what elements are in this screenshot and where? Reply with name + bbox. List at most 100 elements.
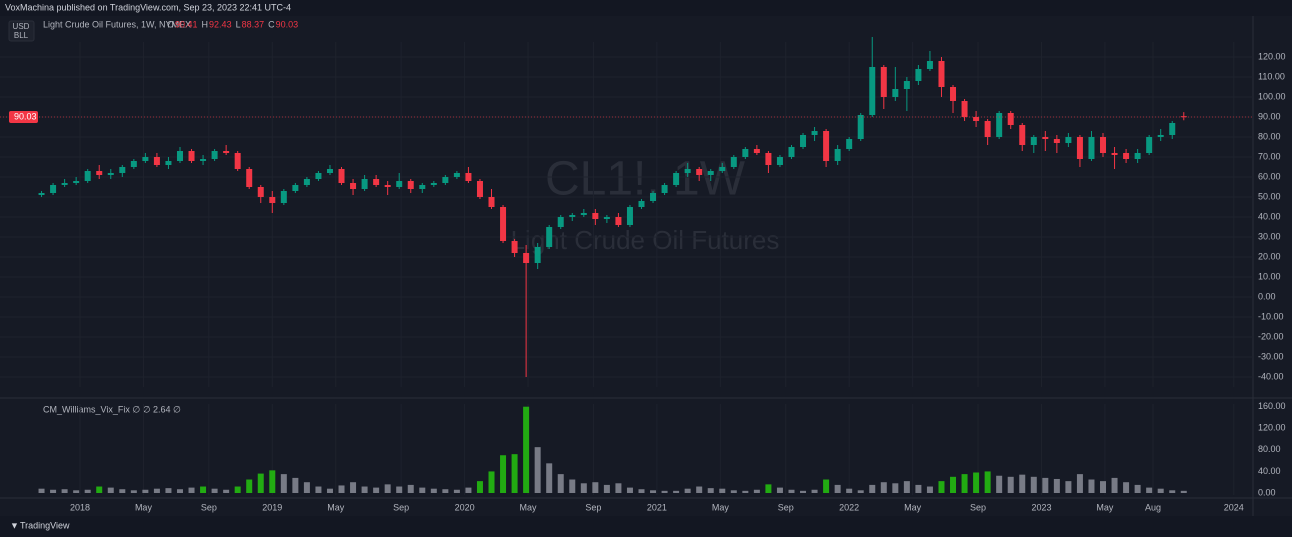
ohlc-label: O xyxy=(167,19,174,29)
indicator-bar xyxy=(119,489,126,493)
chart-panel xyxy=(0,16,1292,516)
candle-body xyxy=(523,253,530,263)
indicator-bar xyxy=(1065,481,1072,493)
x-tick-label: May xyxy=(135,502,153,512)
indicator-bar xyxy=(915,484,922,493)
indicator-bar xyxy=(223,489,230,493)
candle-body xyxy=(984,121,991,137)
indicator-bar xyxy=(130,490,137,493)
candle-body xyxy=(350,183,357,189)
indicator-bar xyxy=(534,447,541,493)
y-tick-label: 40.00 xyxy=(1258,466,1281,476)
candle-body xyxy=(615,217,622,225)
x-tick-label: May xyxy=(327,502,345,512)
candle-body xyxy=(384,185,391,187)
indicator-bar xyxy=(834,484,841,493)
last-price-tag xyxy=(9,110,38,123)
candle-body xyxy=(488,197,495,207)
unit: BLL xyxy=(14,31,29,40)
indicator-bar xyxy=(650,490,657,493)
candle-body xyxy=(1076,137,1083,159)
candle-body xyxy=(73,181,80,183)
candle-body xyxy=(1123,153,1130,159)
indicator-bar xyxy=(188,487,195,493)
candle-body xyxy=(396,181,403,187)
indicator-bar xyxy=(453,489,460,493)
indicator-bar xyxy=(176,489,183,493)
currency-box[interactable] xyxy=(8,20,35,42)
currency: USD xyxy=(13,22,30,31)
indicator-bar xyxy=(938,481,945,493)
indicator-bar xyxy=(615,483,622,493)
y-tick-label: 40.00 xyxy=(1258,211,1281,221)
indicator-bar xyxy=(857,490,864,493)
y-tick-label: 80.00 xyxy=(1258,444,1281,454)
indicator-bar xyxy=(373,487,380,493)
candle-body xyxy=(961,101,968,117)
indicator-bar xyxy=(280,474,287,493)
candle-body xyxy=(223,151,230,153)
indicator-bar xyxy=(557,474,564,493)
candle-body xyxy=(915,69,922,81)
candle-body xyxy=(107,173,114,175)
indicator-bar xyxy=(211,488,218,493)
candle-body xyxy=(846,139,853,149)
candle-body xyxy=(453,173,460,177)
candle-body xyxy=(650,193,657,201)
indicator-bar xyxy=(50,489,57,493)
candle-body xyxy=(603,217,610,219)
indicator-bar xyxy=(1019,474,1026,493)
y-tick-label: 120.00 xyxy=(1258,423,1286,433)
candle-body xyxy=(719,167,726,171)
indicator-bar xyxy=(430,488,437,493)
candle-body xyxy=(1007,113,1014,125)
indicator-bar xyxy=(142,489,149,493)
y-tick-label: 0.00 xyxy=(1258,291,1276,301)
x-tick-label: 2019 xyxy=(262,502,282,512)
y-tick-label: 30.00 xyxy=(1258,231,1281,241)
ohlc-value: 92.43 xyxy=(209,19,232,29)
candle-body xyxy=(303,179,310,185)
candle-body xyxy=(823,131,830,161)
y-tick-label: 160.00 xyxy=(1258,401,1286,411)
last-price-label: 90.03 xyxy=(14,111,37,121)
x-tick-label: 2020 xyxy=(455,502,475,512)
y-tick-label: 20.00 xyxy=(1258,251,1281,261)
y-tick-label: -40.00 xyxy=(1258,371,1284,381)
watermark-symbol: CL1!, 1W xyxy=(545,153,746,206)
candle-body xyxy=(326,169,333,173)
indicator-bar xyxy=(1169,490,1176,493)
x-tick-label: 2018 xyxy=(70,502,90,512)
candle-body xyxy=(1042,137,1049,139)
candle-body xyxy=(534,247,541,263)
y-tick-label: 70.00 xyxy=(1258,151,1281,161)
indicator-bar xyxy=(580,483,587,493)
candle-body xyxy=(880,67,887,97)
indicator-bar xyxy=(465,487,472,493)
candle-body xyxy=(511,241,518,253)
indicator-bar xyxy=(153,488,160,493)
candle-body xyxy=(211,151,218,159)
x-tick-label: Sep xyxy=(970,502,986,512)
indicator-bar xyxy=(592,482,599,493)
candle-body xyxy=(142,157,149,161)
candle-body xyxy=(361,179,368,189)
x-tick-label: Sep xyxy=(393,502,409,512)
footer-brand: TradingView xyxy=(20,520,70,530)
indicator-bar xyxy=(926,486,933,493)
candle-body xyxy=(950,87,957,101)
candle-body xyxy=(257,187,264,197)
candle-body xyxy=(996,113,1003,137)
candle-body xyxy=(50,185,57,193)
indicator-bar xyxy=(315,486,322,493)
x-tick-label: 2022 xyxy=(839,502,859,512)
candle-body xyxy=(419,185,426,189)
candle-body xyxy=(684,169,691,173)
indicator-bar xyxy=(869,484,876,493)
x-tick-label: 2021 xyxy=(647,502,667,512)
indicator-bar xyxy=(673,490,680,493)
x-tick-label: May xyxy=(904,502,922,512)
indicator-bar xyxy=(719,488,726,493)
candle-body xyxy=(188,151,195,161)
candle-body xyxy=(234,153,241,169)
